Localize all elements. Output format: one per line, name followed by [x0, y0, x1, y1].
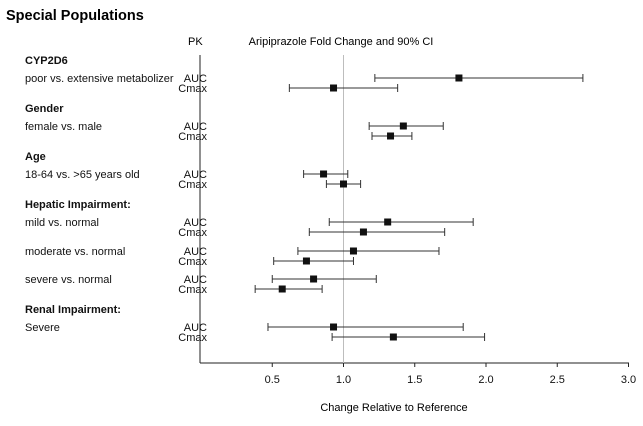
chart-subtitle: Aripiprazole Fold Change and 90% CI [249, 36, 434, 48]
point-estimate-marker [278, 285, 286, 293]
pk-label: AUC [184, 322, 207, 334]
group-header: Hepatic Impairment: [25, 199, 131, 211]
group-label: mild vs. normal [25, 217, 99, 229]
pk-label: Cmax [178, 284, 207, 296]
point-estimate-marker [349, 247, 357, 255]
group-header: Age [25, 151, 46, 163]
chart-title: Special Populations [6, 8, 144, 24]
point-estimate-marker [310, 275, 318, 283]
pk-label: Cmax [178, 131, 207, 143]
point-estimate-marker [389, 333, 397, 341]
point-estimate-marker [384, 218, 392, 226]
group-label: poor vs. extensive metabolizer [25, 73, 174, 85]
point-estimate-marker [399, 122, 407, 130]
pk-label: AUC [184, 169, 207, 181]
group-header: Gender [25, 103, 64, 115]
pk-label: AUC [184, 217, 207, 229]
pk-label: Cmax [178, 179, 207, 191]
x-tick-label: 1.0 [336, 374, 351, 386]
x-tick-label: 0.5 [265, 374, 280, 386]
x-tick-label: 2.0 [478, 374, 493, 386]
point-estimate-marker [340, 180, 347, 188]
pk-label: Cmax [178, 227, 207, 239]
pk-label: AUC [184, 73, 207, 85]
pk-label: Cmax [178, 83, 207, 95]
pk-column-header: PK [188, 36, 203, 48]
point-estimate-marker [359, 228, 367, 236]
point-estimate-marker [387, 132, 395, 140]
pk-label: AUC [184, 121, 207, 133]
group-header: CYP2D6 [25, 55, 68, 67]
group-label: 18-64 vs. >65 years old [25, 169, 140, 181]
point-estimate-marker [330, 84, 338, 92]
group-label: female vs. male [25, 121, 102, 133]
pk-label: Cmax [178, 256, 207, 268]
point-estimate-marker [320, 170, 328, 178]
point-estimate-marker [455, 74, 463, 82]
x-tick-label: 1.5 [407, 374, 422, 386]
group-label: Severe [25, 322, 60, 334]
point-estimate-marker [330, 323, 338, 331]
pk-label: Cmax [178, 332, 207, 344]
point-estimate-marker [302, 257, 310, 265]
x-tick-label: 3.0 [621, 374, 636, 386]
x-axis-label: Change Relative to Reference [320, 402, 467, 414]
pk-label: AUC [184, 246, 207, 258]
x-tick-label: 2.5 [550, 374, 565, 386]
group-label: severe vs. normal [25, 274, 112, 286]
pk-label: AUC [184, 274, 207, 286]
group-header: Renal Impairment: [25, 304, 121, 316]
group-label: moderate vs. normal [25, 246, 125, 258]
